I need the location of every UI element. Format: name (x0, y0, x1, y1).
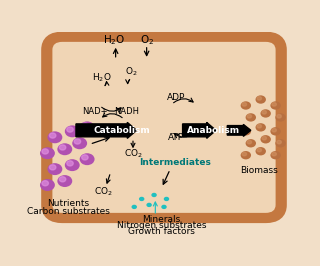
Circle shape (257, 97, 261, 100)
Circle shape (255, 95, 266, 104)
FancyBboxPatch shape (52, 42, 276, 213)
Circle shape (260, 135, 271, 143)
Circle shape (139, 197, 144, 201)
Circle shape (161, 205, 167, 209)
FancyArrow shape (183, 122, 216, 138)
Circle shape (65, 125, 80, 137)
Circle shape (245, 113, 256, 122)
Text: Nutrients: Nutrients (47, 200, 90, 209)
Text: NADH: NADH (114, 107, 139, 116)
Text: Intermediates: Intermediates (139, 158, 211, 167)
Circle shape (164, 197, 169, 201)
Circle shape (277, 114, 281, 118)
Circle shape (270, 151, 281, 159)
Circle shape (262, 136, 267, 140)
Circle shape (65, 159, 80, 171)
Circle shape (257, 124, 261, 128)
Circle shape (67, 127, 73, 132)
Text: Catabolism: Catabolism (93, 126, 150, 135)
Circle shape (272, 128, 276, 132)
Circle shape (272, 102, 276, 106)
Text: CO$_2$: CO$_2$ (94, 186, 113, 198)
Circle shape (59, 177, 66, 182)
Circle shape (59, 145, 66, 150)
Circle shape (47, 163, 62, 175)
Text: Anabolism: Anabolism (187, 126, 240, 135)
Circle shape (82, 155, 88, 160)
Circle shape (272, 152, 276, 156)
Circle shape (82, 123, 88, 128)
Circle shape (74, 139, 81, 144)
Circle shape (241, 101, 251, 110)
Text: H$_2$O: H$_2$O (103, 33, 126, 47)
Circle shape (40, 179, 55, 191)
Circle shape (132, 205, 137, 209)
Text: Biomass: Biomass (241, 166, 278, 174)
Circle shape (47, 131, 62, 143)
Circle shape (80, 153, 95, 165)
Circle shape (255, 147, 266, 155)
Circle shape (245, 139, 256, 147)
FancyArrow shape (76, 122, 137, 138)
Circle shape (255, 123, 266, 132)
Text: Growth factors: Growth factors (128, 227, 195, 236)
Text: H$_2$O: H$_2$O (92, 71, 112, 84)
Circle shape (270, 127, 281, 135)
Text: O$_2$: O$_2$ (125, 65, 138, 78)
Circle shape (42, 149, 48, 154)
Circle shape (72, 137, 87, 149)
Circle shape (247, 140, 252, 144)
Circle shape (57, 175, 72, 187)
Circle shape (80, 121, 95, 133)
Circle shape (270, 101, 281, 110)
Text: CO$_2$: CO$_2$ (124, 148, 142, 160)
Circle shape (275, 113, 286, 122)
Circle shape (242, 152, 247, 156)
Text: ATP: ATP (168, 133, 184, 142)
Text: NAD+: NAD+ (82, 107, 107, 116)
Circle shape (242, 128, 247, 132)
Circle shape (277, 140, 281, 144)
Circle shape (241, 127, 251, 135)
Text: Carbon substrates: Carbon substrates (27, 207, 110, 216)
Circle shape (275, 139, 286, 147)
Circle shape (49, 133, 56, 138)
Circle shape (257, 148, 261, 152)
Circle shape (247, 114, 252, 118)
Text: Minerals: Minerals (142, 215, 181, 224)
Text: O$_2$: O$_2$ (140, 33, 154, 47)
FancyArrow shape (227, 124, 251, 136)
Circle shape (67, 161, 73, 166)
Circle shape (262, 110, 267, 114)
Circle shape (49, 165, 56, 170)
Circle shape (40, 147, 55, 159)
Text: Nitrogen substrates: Nitrogen substrates (117, 221, 206, 230)
Circle shape (260, 109, 271, 118)
FancyBboxPatch shape (47, 38, 281, 217)
Circle shape (42, 181, 48, 186)
Circle shape (242, 102, 247, 106)
Circle shape (57, 143, 72, 155)
Circle shape (241, 151, 251, 159)
Text: ADP: ADP (167, 93, 186, 102)
Circle shape (151, 193, 157, 197)
Circle shape (146, 203, 152, 207)
